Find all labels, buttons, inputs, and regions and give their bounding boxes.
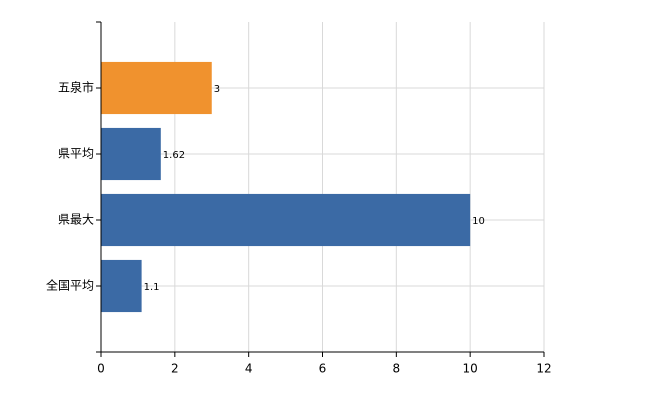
x-tick-label: 0 xyxy=(97,362,105,376)
bar xyxy=(101,127,161,181)
x-tick-label: 8 xyxy=(393,362,401,376)
bar xyxy=(101,61,212,115)
bar xyxy=(101,193,471,247)
x-tick-label: 12 xyxy=(536,362,551,376)
x-tick-label: 10 xyxy=(463,362,478,376)
x-tick-label: 4 xyxy=(245,362,253,376)
y-tick-label: 五泉市 xyxy=(58,80,94,95)
x-tick-label: 2 xyxy=(171,362,179,376)
x-tick-label: 6 xyxy=(319,362,327,376)
bar xyxy=(101,259,142,313)
y-tick-label: 県平均 xyxy=(58,147,94,161)
value-label: 1.62 xyxy=(163,150,185,161)
y-tick-label: 全国平均 xyxy=(46,278,94,293)
y-tick-label: 県最大 xyxy=(58,213,94,227)
value-label: 3 xyxy=(214,84,220,95)
value-label: 10 xyxy=(472,216,485,227)
value-label: 1.1 xyxy=(144,282,160,293)
